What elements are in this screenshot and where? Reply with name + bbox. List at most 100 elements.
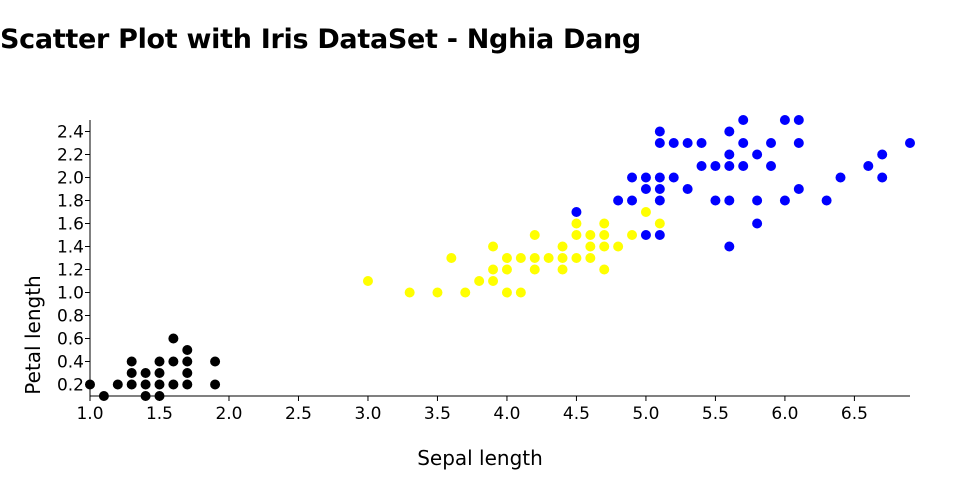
scatter-point — [724, 126, 735, 137]
scatter-point — [599, 230, 610, 240]
scatter-point — [154, 368, 165, 378]
scatter-point — [529, 253, 540, 263]
scatter-point — [154, 356, 165, 367]
scatter-point — [168, 379, 179, 390]
x-tick-label: 2.5 — [285, 404, 312, 424]
scatter-point — [182, 356, 193, 367]
scatter-point — [640, 230, 651, 240]
x-tick-label: 4.0 — [493, 404, 520, 424]
scatter-point — [738, 115, 749, 125]
scatter-point — [696, 161, 707, 171]
scatter-point — [766, 161, 777, 171]
scatter-point — [515, 253, 526, 263]
y-tick-label: 0.4 — [57, 353, 84, 373]
x-tick-label: 5.5 — [702, 404, 729, 424]
page-title: Scatter Plot with Iris DataSet - Nghia D… — [0, 24, 641, 55]
scatter-point — [654, 230, 665, 240]
scatter-point — [126, 379, 137, 390]
scatter-point — [710, 161, 721, 171]
y-ticks: 0.2 0.4 0.6 0.8 1.0 1.2 1.4 1.6 1.8 2.0 2.2 2.4 — [57, 123, 90, 396]
scatter-point — [779, 115, 790, 125]
scatter-point — [682, 138, 693, 148]
scatter-point — [654, 218, 665, 229]
scatter-point — [182, 379, 193, 390]
x-tick-label: 6.5 — [841, 404, 868, 424]
x-tick-label: 1.0 — [76, 404, 103, 424]
scatter-point — [599, 241, 610, 252]
scatter-point — [627, 172, 638, 183]
scatter-point — [154, 379, 165, 390]
scatter-point — [682, 184, 693, 194]
scatter-point — [210, 379, 221, 390]
scatter-point — [863, 161, 874, 171]
scatter-point — [585, 241, 596, 252]
scatter-point — [766, 138, 777, 148]
x-tick-label: 3.0 — [354, 404, 381, 424]
scatter-point — [501, 264, 512, 275]
scatter-point — [168, 333, 179, 344]
scatter-point — [905, 138, 915, 148]
scatter-point — [571, 207, 582, 217]
y-tick-label: 2.4 — [57, 123, 84, 143]
y-tick-label: 1.8 — [57, 192, 84, 212]
scatter-point — [210, 356, 221, 367]
scatter-point — [752, 195, 763, 206]
x-tick-label: 1.5 — [146, 404, 173, 424]
scatter-point — [515, 287, 526, 298]
scatter-point — [460, 287, 471, 298]
scatter-point — [724, 161, 735, 171]
x-ticks: 1.0 1.5 2.0 2.5 3.0 3.5 4.0 4.5 5.0 5.5 6.0 6.5 — [76, 396, 868, 424]
scatter-point — [126, 368, 137, 378]
scatter-point — [543, 253, 554, 263]
scatter-point — [696, 138, 707, 148]
scatter-point — [779, 195, 790, 206]
scatter-point — [362, 276, 373, 286]
x-tick-label: 4.5 — [563, 404, 590, 424]
scatter-point — [112, 379, 123, 390]
scatter-point — [640, 172, 651, 183]
scatter-point — [571, 230, 582, 240]
scatter-point — [793, 184, 804, 194]
scatter-point — [140, 379, 151, 390]
x-axis-label: Sepal length — [417, 446, 543, 470]
scatter-point — [724, 241, 735, 252]
scatter-point — [140, 368, 151, 378]
scatter-point — [488, 241, 499, 252]
scatter-point — [668, 172, 679, 183]
scatter-point — [654, 184, 665, 194]
y-axis-label: Petal length — [21, 275, 45, 394]
scatter-point — [474, 276, 485, 286]
y-tick-label: 2.0 — [57, 169, 84, 189]
scatter-point — [627, 230, 638, 240]
scatter-point — [877, 149, 888, 160]
scatter-point — [571, 218, 582, 229]
scatter-point — [599, 218, 610, 229]
y-tick-label: 1.6 — [57, 215, 84, 235]
scatter-point — [654, 126, 665, 137]
scatter-point — [557, 253, 568, 263]
scatter-point — [627, 195, 638, 206]
scatter-point — [724, 149, 735, 160]
scatter-point — [404, 287, 415, 298]
scatter-point — [793, 138, 804, 148]
x-tick-label: 5.0 — [632, 404, 659, 424]
scatter-point — [724, 195, 735, 206]
scatter-point — [446, 253, 457, 263]
scatter-point — [654, 138, 665, 148]
scatter-point — [126, 356, 137, 367]
scatter-point — [529, 230, 540, 240]
scatter-point — [168, 356, 179, 367]
scatter-point — [640, 207, 651, 217]
scatter-point — [752, 218, 763, 229]
scatter-point — [585, 253, 596, 263]
scatter-point — [432, 287, 443, 298]
scatter-point — [182, 368, 193, 378]
scatter-point — [488, 276, 499, 286]
scatter-point — [613, 195, 624, 206]
scatter-point — [654, 172, 665, 183]
scatter-point — [585, 230, 596, 240]
scatter-point — [501, 287, 512, 298]
y-tick-label: 0.6 — [57, 330, 84, 350]
y-tick-label: 0.8 — [57, 307, 84, 327]
